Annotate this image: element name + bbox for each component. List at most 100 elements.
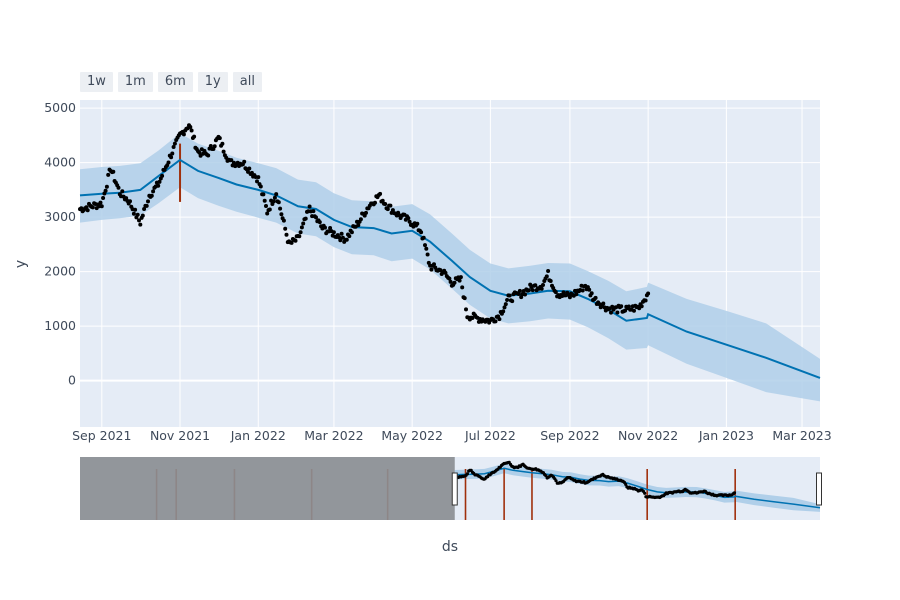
data-point [358,217,363,222]
data-point [470,316,475,320]
range-slider-handle-right[interactable] [816,472,822,506]
data-point [432,262,436,267]
range-slider[interactable] [80,457,822,520]
x-tick-label: Sep 2022 [540,428,599,443]
data-point [258,184,263,189]
data-point [593,295,598,300]
data-point [523,292,527,297]
data-point [281,218,286,223]
data-point [510,299,515,304]
data-point [229,158,234,163]
data-point [256,175,261,180]
data-point [197,150,202,155]
data-point [267,207,272,212]
data-point [166,160,171,165]
data-point [265,211,270,216]
data-point [276,200,281,205]
data-point [462,296,467,301]
data-point [457,278,462,283]
x-tick-label: Jan 2023 [698,428,754,443]
data-point [271,199,276,204]
data-point [103,188,108,193]
data-point [452,280,457,285]
range-slider-handle-left[interactable] [451,472,458,506]
data-point [383,202,388,206]
data-point [85,208,90,213]
x-tick-label: Nov 2021 [150,428,210,443]
data-point [493,319,498,324]
data-point [149,193,154,198]
data-point [574,292,579,297]
data-point [144,203,149,208]
data-point [157,179,162,184]
data-point [128,199,132,204]
data-point [328,226,333,230]
data-point [338,238,343,243]
data-point [133,207,138,212]
data-point [221,149,226,154]
range-slider-point [643,491,647,495]
data-point [519,295,524,300]
data-point [544,274,549,279]
data-point [378,191,383,196]
y-tick-label: 2000 [44,264,76,279]
data-point [272,195,277,200]
range-slider-point [465,472,469,476]
x-tick-label: Jan 2022 [230,428,286,443]
data-point [142,207,147,211]
range-button-1w[interactable]: 1w [80,72,113,92]
data-point [507,293,512,298]
data-point [301,221,306,226]
x-tick-label: Jul 2022 [464,428,516,443]
data-point [212,144,217,149]
data-point [189,128,194,133]
range-button-1m[interactable]: 1m [117,72,153,92]
data-point [502,305,507,310]
y-tick-label: 3000 [44,209,76,224]
range-slider-points [453,460,737,500]
data-point [135,212,140,217]
data-point [344,237,349,242]
data-point [643,298,648,303]
data-point [278,206,283,211]
data-point [298,230,303,235]
data-point [188,125,193,129]
data-point [458,275,463,280]
data-point [323,225,327,230]
data-point [497,317,502,322]
data-point [138,222,143,227]
y-tick-label: 4000 [44,155,76,170]
data-point [589,291,594,296]
range-slider-point [732,491,737,495]
data-point [561,290,566,295]
data-point [146,199,150,204]
data-point [388,203,393,208]
data-point [116,185,121,190]
data-point [140,213,145,218]
data-point [279,212,284,217]
range-button-6m[interactable]: 6m [157,72,193,92]
data-point [131,211,136,216]
x-tick-label: Mar 2023 [772,428,831,443]
data-point [530,288,535,293]
data-point [533,283,538,288]
data-point [539,286,544,291]
data-point [373,200,377,205]
data-point [448,279,453,284]
range-button-1y[interactable]: 1y [197,72,228,92]
data-point [601,301,606,306]
data-point [106,172,111,177]
data-point [206,153,211,158]
x-axis-ticks: Sep 2021 Nov 2021 Jan 2022 Mar 2022 May 2022… [72,428,832,443]
data-point [464,307,468,312]
data-point [619,304,624,309]
data-point [261,192,266,197]
data-point [171,145,176,149]
data-point [347,234,352,239]
data-point [317,220,322,225]
data-point [516,292,521,296]
data-point [548,279,553,283]
data-point [587,287,592,292]
range-button-all[interactable]: all [232,72,262,92]
data-point [284,232,289,237]
